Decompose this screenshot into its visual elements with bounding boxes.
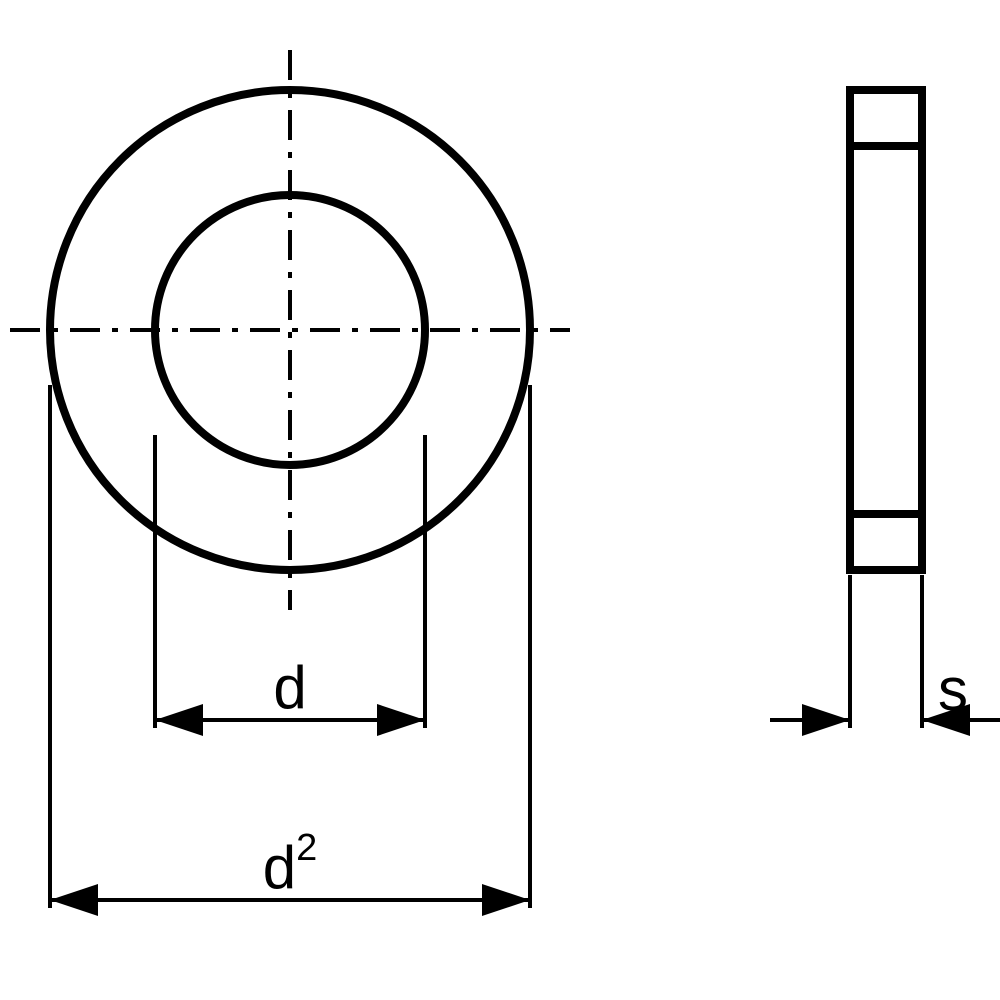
dimension-s: s: [770, 575, 1000, 736]
side-outline: [850, 90, 922, 570]
washer-technical-drawing: d d2 s: [0, 0, 1000, 1000]
front-view: [10, 50, 570, 610]
side-view: [850, 90, 922, 570]
dimension-label: d2: [263, 827, 318, 901]
dimension-label: d: [273, 654, 306, 721]
dimension-label-s: s: [938, 656, 968, 723]
